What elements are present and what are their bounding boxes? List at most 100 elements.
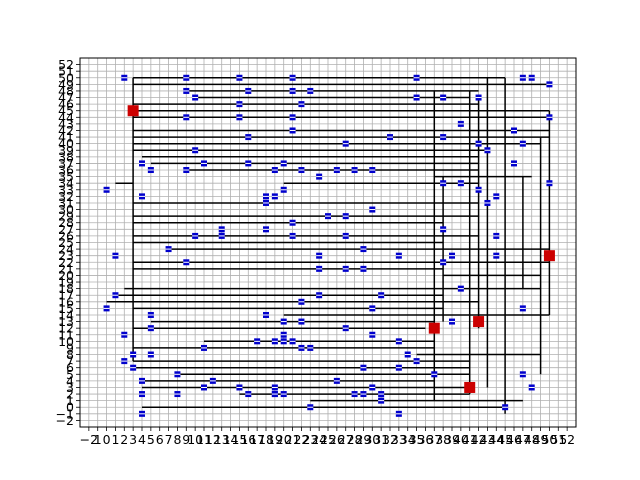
x-tick-label: 9: [182, 432, 190, 447]
y-tick-label: 20: [58, 268, 74, 283]
y-tick-label: 46: [58, 97, 74, 112]
y-tick-label: 8: [66, 347, 74, 362]
y-tick-label: 33: [58, 182, 74, 197]
x-tick-label: 8: [173, 432, 181, 447]
x-tick-label: 47: [515, 432, 531, 447]
y-tick-label: 52: [58, 57, 74, 72]
x-tick-label: 31: [373, 432, 389, 447]
x-tick-label: 3: [129, 432, 137, 447]
y-tick-label: 27: [58, 222, 74, 237]
y-tick-label: 48: [58, 83, 74, 98]
terminal-marker: [473, 316, 485, 328]
x-tick-label: 1: [94, 432, 102, 447]
y-tick-label: 5: [66, 367, 74, 382]
y-tick-label: 17: [58, 288, 74, 303]
x-tick-label: 1: [111, 432, 119, 447]
y-tick-label: 19: [58, 275, 74, 290]
y-tick-label: 4: [66, 373, 74, 388]
y-tick-label: 49: [58, 77, 74, 92]
y-tick-label: 15: [58, 301, 74, 316]
y-tick-label: 9: [66, 340, 74, 355]
x-tick-label: 0: [103, 432, 111, 447]
x-tick-label: 45: [497, 432, 513, 447]
y-tick-label: 41: [58, 130, 74, 145]
x-tick-label: 28: [347, 432, 363, 447]
x-tick-label: 10: [187, 432, 203, 447]
y-tick-label: 11: [58, 327, 74, 342]
y-tick-label: 3: [66, 380, 74, 395]
terminal-marker: [127, 105, 139, 117]
y-tick-label: 6: [66, 360, 74, 375]
x-tick-label: 48: [524, 432, 540, 447]
y-tick-label: 32: [58, 189, 74, 204]
y-tick-label: 45: [58, 103, 74, 118]
y-tick-label: 18: [58, 281, 74, 296]
y-tick-label: 0: [66, 400, 74, 415]
x-tick-label: 32: [382, 432, 398, 447]
y-tick-label: 35: [58, 169, 74, 184]
y-tick-label: −2: [56, 413, 74, 428]
y-tick-label: 29: [58, 209, 74, 224]
x-tick-label: 12: [205, 432, 221, 447]
y-tick-label: 36: [58, 163, 74, 178]
x-tick-label: 13: [214, 432, 230, 447]
y-tick-label: 34: [58, 176, 74, 191]
y-tick-label: 42: [58, 123, 74, 138]
x-tick-label: 36: [417, 432, 433, 447]
x-tick-label: 4: [138, 432, 146, 447]
x-tick-label: 41: [462, 432, 478, 447]
x-tick-label: 39: [444, 432, 460, 447]
x-tick-label: 40: [453, 432, 469, 447]
x-tick-label: 14: [223, 432, 239, 447]
y-tick-label: 37: [58, 156, 74, 171]
x-tick-label: 43: [479, 432, 495, 447]
x-tick-label: 7: [165, 432, 173, 447]
x-tick-label: 34: [400, 432, 416, 447]
x-tick-label: 16: [240, 432, 256, 447]
y-tick-label: 13: [58, 314, 74, 329]
x-tick-label: 49: [533, 432, 549, 447]
y-tick-label: 31: [58, 195, 74, 210]
x-tick-label: 23: [302, 432, 318, 447]
x-tick-label: 51: [550, 432, 566, 447]
y-tick-label: −1: [56, 406, 74, 421]
x-tick-label: 35: [409, 432, 425, 447]
y-tick-label: 43: [58, 116, 74, 131]
terminal-marker: [428, 322, 440, 334]
y-tick-label: 39: [58, 143, 74, 158]
x-tick-label: 18: [258, 432, 274, 447]
y-tick-label: 10: [58, 334, 74, 349]
y-tick-label: 25: [58, 235, 74, 250]
y-tick-label: 2: [66, 387, 74, 402]
y-tick-label: 1: [66, 393, 74, 408]
terminal-marker: [464, 381, 476, 393]
y-tick-label: 51: [58, 64, 74, 79]
y-tick-label: 22: [58, 255, 74, 270]
x-tick-label: 38: [435, 432, 451, 447]
x-tick-label: 20: [276, 432, 292, 447]
x-tick-label: 52: [559, 432, 575, 447]
terminal-markers: [127, 105, 555, 393]
y-tick-label: 24: [58, 242, 74, 257]
y-tick-label: 26: [58, 228, 74, 243]
x-tick-label: 30: [364, 432, 380, 447]
pin-markers: [103, 74, 553, 417]
x-tick-label: 21: [285, 432, 301, 447]
x-tick-label: 29: [355, 432, 371, 447]
y-axis-ticks: −2−1012345678910111213141516171819202122…: [56, 57, 80, 428]
x-tick-label: 26: [329, 432, 345, 447]
x-tick-label: 11: [196, 432, 212, 447]
y-tick-label: 23: [58, 248, 74, 263]
terminal-marker: [543, 250, 555, 262]
y-tick-label: 50: [58, 70, 74, 85]
y-tick-label: 47: [58, 90, 74, 105]
x-axis-ticks: −21 0 1 2 3 4 5 6 7 8 9101112131415161718192021222…: [80, 427, 575, 447]
x-tick-label: 22: [293, 432, 309, 447]
x-tick-label: 6: [156, 432, 164, 447]
x-tick-label: 42: [471, 432, 487, 447]
x-tick-label: 46: [506, 432, 522, 447]
x-tick-label: −2: [80, 432, 98, 447]
x-tick-label: 37: [426, 432, 442, 447]
x-tick-label: 19: [267, 432, 283, 447]
x-tick-label: 44: [488, 432, 504, 447]
